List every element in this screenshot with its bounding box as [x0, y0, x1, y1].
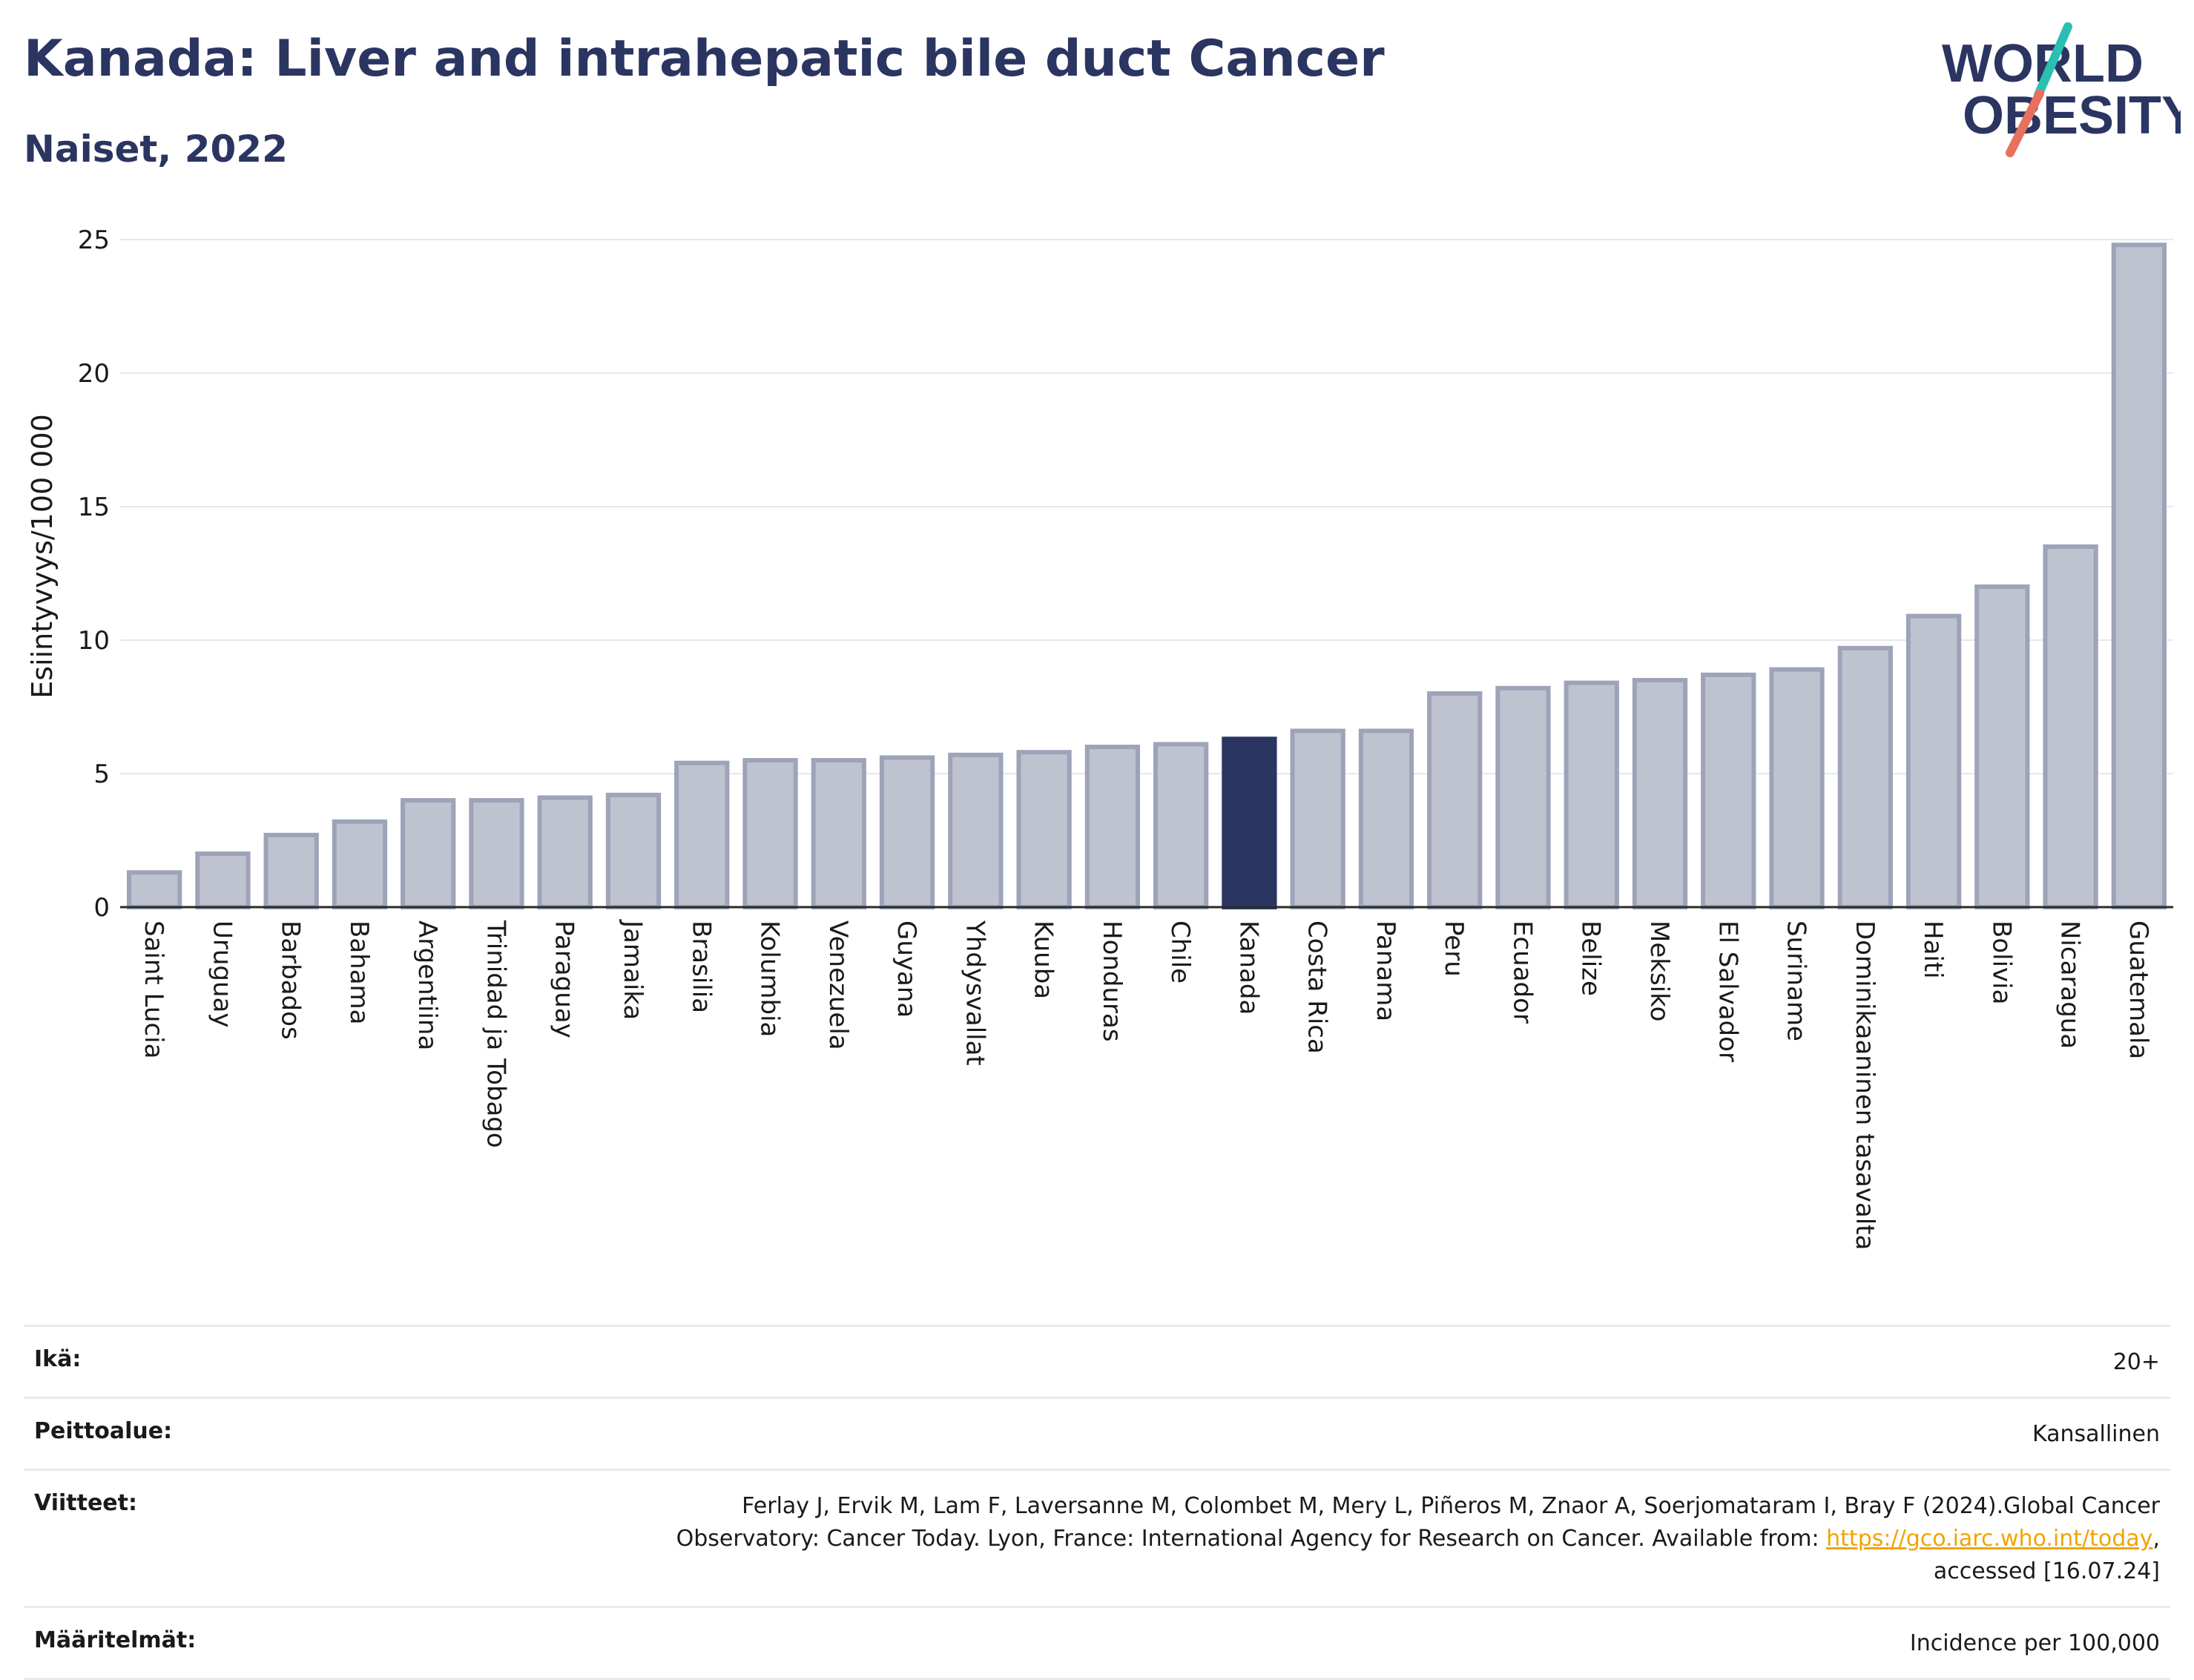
bar-paraguay — [537, 795, 593, 910]
bar-chart: 0 5 10 15 20 25 Saint Lucia Uruguay Barbados Bah… — [26, 225, 2173, 1250]
x-tick-label: Nicaragua — [2055, 920, 2085, 1049]
x-tick-label: Dominikaaninen tasavalta — [1850, 920, 1880, 1250]
bar-nicaragua — [2043, 544, 2098, 909]
page-title: Kanada: Liver and intrahepatic bile duct… — [24, 30, 1385, 88]
references-label: Viitteet: — [34, 1490, 137, 1516]
bar-chile — [1153, 742, 1209, 910]
x-tick-label: Belize — [1576, 920, 1606, 996]
bar-ecuador — [1495, 685, 1551, 909]
bar-panama — [1358, 728, 1414, 910]
bar-kolumbia — [742, 758, 798, 909]
bar-yhdysvallat — [948, 752, 1004, 909]
info-row-coverage: Peittoalue: Kansallinen — [24, 1397, 2170, 1469]
bar-jamaika — [605, 792, 662, 909]
bar-meksiko — [1632, 678, 1688, 909]
coverage-value: Kansallinen — [2032, 1421, 2160, 1447]
x-tick-label: Costa Rica — [1302, 920, 1332, 1054]
x-tick-label: Honduras — [1097, 920, 1127, 1042]
info-table: Ikä: 20+ Peittoalue: Kansallinen Viittee… — [24, 1325, 2170, 1680]
y-tick-label: 10 — [78, 626, 110, 656]
logo-line2: OBESITY — [1963, 86, 2181, 145]
info-row-age: Ikä: 20+ — [24, 1325, 2170, 1397]
references-text-1: Ferlay J, Ervik M, Lam F, Laversanne M, … — [742, 1493, 2160, 1519]
page-subtitle: Naiset, 2022 — [24, 128, 288, 171]
logo-slash-coral — [2006, 89, 2044, 157]
y-axis-title: Esiintyvyys/100 000 — [26, 414, 59, 699]
x-tick-label: Argentiina — [412, 920, 442, 1050]
bar-peru — [1427, 691, 1483, 909]
x-tick-label: Yhdysvallat — [960, 920, 989, 1066]
references-text-4: accessed [16.07.24] — [1933, 1558, 2160, 1584]
x-tick-label: Meksiko — [1644, 920, 1674, 1021]
x-axis-labels: Saint Lucia Uruguay Barbados Bahama Argentii… — [139, 919, 2153, 1250]
x-tick-label: Panama — [1371, 920, 1400, 1021]
x-tick-label: Kanada — [1233, 920, 1263, 1015]
bar-guatemala — [2111, 243, 2167, 909]
info-row-definitions: Määritelmät: Incidence per 100,000 — [24, 1606, 2170, 1680]
bar-bahama — [332, 819, 388, 909]
x-tick-label: Peru — [1439, 920, 1469, 977]
coverage-label: Peittoalue: — [34, 1418, 173, 1444]
x-tick-label: Suriname — [1782, 920, 1811, 1041]
x-tick-label: Trinidad ja Tobago — [481, 920, 510, 1148]
y-axis-ticks: 0 5 10 15 20 25 — [78, 225, 110, 923]
x-tick-label: Haiti — [1918, 920, 1948, 979]
bars — [126, 243, 2167, 910]
bar-haiti — [1905, 613, 1962, 909]
bar-kanada — [1222, 737, 1277, 910]
definitions-label: Määritelmät: — [34, 1627, 197, 1653]
x-tick-label: Bolivia — [1986, 920, 2016, 1004]
bar-costa-rica — [1290, 728, 1345, 910]
x-tick-label: Saint Lucia — [139, 920, 168, 1058]
grid-lines — [120, 239, 2173, 774]
info-row-references: Viitteet: Ferlay J, Ervik M, Lam F, Lave… — [24, 1469, 2170, 1606]
x-tick-label: Barbados — [276, 920, 306, 1040]
bar-trinidad-ja-tobago — [469, 798, 524, 909]
x-tick-label: El Salvador — [1713, 920, 1742, 1062]
x-tick-label: Venezuela — [823, 920, 853, 1050]
bar-venezuela — [811, 758, 866, 909]
references-text-3: , — [2152, 1526, 2160, 1552]
bar-suriname — [1769, 667, 1825, 909]
y-tick-label: 15 — [78, 493, 110, 522]
x-tick-label: Kuuba — [1029, 920, 1058, 999]
bar-uruguay — [195, 851, 251, 909]
x-tick-label: Uruguay — [207, 920, 237, 1028]
x-tick-label: Kolumbia — [755, 920, 785, 1037]
y-tick-label: 5 — [93, 760, 110, 789]
bar-barbados — [263, 832, 319, 909]
age-value: 20+ — [2112, 1349, 2160, 1375]
x-tick-label: Jamaika — [618, 919, 648, 1020]
bar-brasilia — [674, 760, 730, 909]
references-value: Ferlay J, Ervik M, Lam F, Laversanne M, … — [676, 1490, 2160, 1588]
references-link[interactable]: https://gco.iarc.who.int/today — [1826, 1526, 2153, 1552]
bar-argentiina — [401, 798, 456, 909]
definitions-value: Incidence per 100,000 — [1909, 1630, 2160, 1656]
x-tick-label: Ecuador — [1507, 920, 1537, 1024]
x-tick-label: Guatemala — [2124, 920, 2153, 1059]
x-tick-label: Chile — [1165, 920, 1195, 984]
x-tick-label: Guyana — [892, 920, 921, 1018]
bar-guyana — [879, 755, 935, 910]
bar-bolivia — [1974, 584, 2030, 909]
bar-saint-lucia — [126, 870, 182, 910]
bar-honduras — [1084, 745, 1141, 909]
x-tick-label: Brasilia — [686, 920, 716, 1013]
world-obesity-logo: WORLD OBESITY — [1942, 22, 2181, 157]
y-tick-label: 0 — [93, 893, 110, 923]
y-tick-label: 25 — [78, 225, 110, 255]
logo-slash-teal — [2034, 22, 2072, 99]
references-text-2: Observatory: Cancer Today. Lyon, France:… — [676, 1526, 1827, 1552]
y-tick-label: 20 — [78, 359, 110, 389]
bar-belize — [1564, 680, 1619, 909]
bar-dominikaaninen-tasavalta — [1837, 645, 1893, 909]
x-tick-label: Paraguay — [550, 920, 579, 1038]
age-label: Ikä: — [34, 1346, 82, 1372]
bar-el-salvador — [1701, 672, 1756, 909]
x-tick-label: Bahama — [344, 920, 374, 1025]
bar-kuuba — [1016, 750, 1072, 910]
